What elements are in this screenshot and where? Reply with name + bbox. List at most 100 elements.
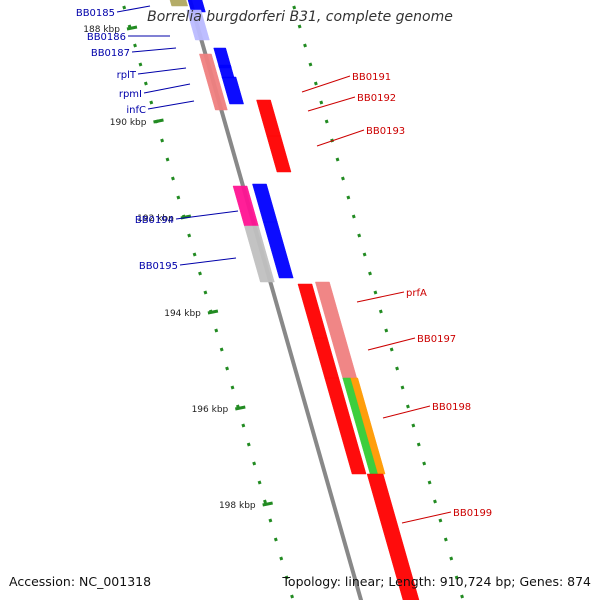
tick-mark [268, 518, 273, 523]
tick-mark [279, 556, 284, 561]
gene-leader-line [116, 5, 151, 13]
gene-block [262, 221, 294, 279]
tick-mark [143, 81, 148, 86]
tick-mark [263, 499, 267, 504]
tick-mark [273, 537, 278, 542]
gene-block [199, 53, 228, 111]
gene-block [218, 64, 235, 79]
gene-block [350, 377, 386, 475]
tick-mark [416, 442, 421, 447]
tick-mark [443, 537, 448, 542]
gene-label: BB0199 [453, 508, 492, 519]
tick-mark [346, 195, 351, 200]
scale-label: 188 kbp [83, 25, 120, 35]
tick-mark [362, 252, 367, 257]
gene-block [244, 225, 275, 283]
scale-label: 194 kbp [164, 309, 201, 319]
gene-leader-line [382, 405, 431, 419]
tick-mark [427, 480, 432, 485]
gene-label: BB0194 [135, 215, 174, 226]
gene-leader-line [316, 129, 365, 147]
tick-mark [454, 575, 459, 580]
scale-label: 192 kbp [137, 214, 174, 224]
gene-label: BB0192 [357, 93, 396, 104]
gene-label: BB0186 [87, 32, 126, 43]
tick-mark [252, 461, 257, 466]
gene-block [187, 0, 206, 13]
gene-leader-line [179, 257, 237, 266]
gene-block [266, 135, 292, 173]
gene-leader-line [175, 210, 239, 220]
genome-summary: Topology: linear; Length: 910,724 bp; Ge… [282, 574, 591, 589]
tick-mark [122, 5, 127, 10]
tick-mark [149, 100, 154, 105]
gene-leader-line [143, 83, 191, 94]
gene-label: BB0193 [366, 126, 405, 137]
tick-mark [292, 5, 297, 10]
tick-mark [378, 309, 383, 314]
gene-label: rpmI [119, 89, 142, 100]
tick-mark [324, 119, 329, 124]
tick-mark [203, 290, 208, 295]
tick-mark [319, 100, 324, 105]
tick-mark [406, 404, 410, 409]
tick-mark [230, 385, 235, 390]
tick-mark [160, 138, 165, 143]
tick-mark [176, 195, 181, 200]
gene-leader-line [356, 291, 405, 303]
scale-label: 198 kbp [219, 501, 256, 511]
gene-leader-line [131, 47, 177, 53]
gene-label: BB0191 [352, 72, 391, 83]
tick-mark [341, 176, 345, 181]
tick-mark [257, 480, 262, 485]
tick-mark [246, 442, 251, 447]
gene-leader-line [137, 67, 187, 75]
gene-label: BB0197 [417, 334, 456, 345]
accession-text: Accession: NC_001318 [9, 574, 152, 589]
gene-block [366, 473, 420, 600]
tick-mark [219, 347, 224, 352]
tick-mark [192, 252, 197, 257]
gene-label: BB0195 [139, 261, 178, 272]
tick-mark [133, 43, 137, 48]
tick-mark [225, 366, 230, 371]
tick-mark [214, 328, 219, 333]
tick-mark [198, 271, 202, 276]
tick-mark [357, 233, 362, 238]
gene-label: infC [126, 105, 146, 116]
tick-mark [411, 423, 416, 428]
tick-mark [241, 423, 246, 428]
gene-leader-line [301, 75, 351, 93]
gene-label: BB0198 [432, 402, 471, 413]
tick-mark [373, 290, 378, 295]
major-tick [262, 501, 273, 507]
gene-label: BB0187 [91, 48, 130, 59]
tick-mark [165, 157, 170, 162]
gene-block [256, 99, 282, 137]
scale-label: 190 kbp [110, 118, 147, 128]
major-tick [207, 309, 219, 315]
tick-mark [297, 24, 302, 29]
gene-block [169, 0, 189, 7]
tick-mark [433, 499, 437, 504]
map-title: Borrelia burgdorferi B31, complete genom… [147, 9, 453, 25]
gene-leader-line [367, 337, 416, 351]
scale-label: 196 kbp [192, 405, 229, 415]
gene-block [186, 9, 210, 41]
tick-mark [335, 157, 340, 162]
gene-leader-line [401, 511, 452, 524]
tick-mark [313, 81, 318, 86]
tick-mark [351, 214, 356, 219]
tick-mark [290, 594, 294, 599]
tick-mark [460, 594, 464, 599]
gene-block [324, 377, 367, 475]
tick-mark [389, 347, 394, 352]
major-tick [234, 405, 246, 411]
tick-mark [395, 366, 400, 371]
gene-block [221, 76, 244, 105]
tick-mark [422, 461, 427, 466]
gene-leader-line [147, 100, 195, 110]
gene-leader-line [307, 96, 356, 112]
tick-mark [384, 328, 389, 333]
